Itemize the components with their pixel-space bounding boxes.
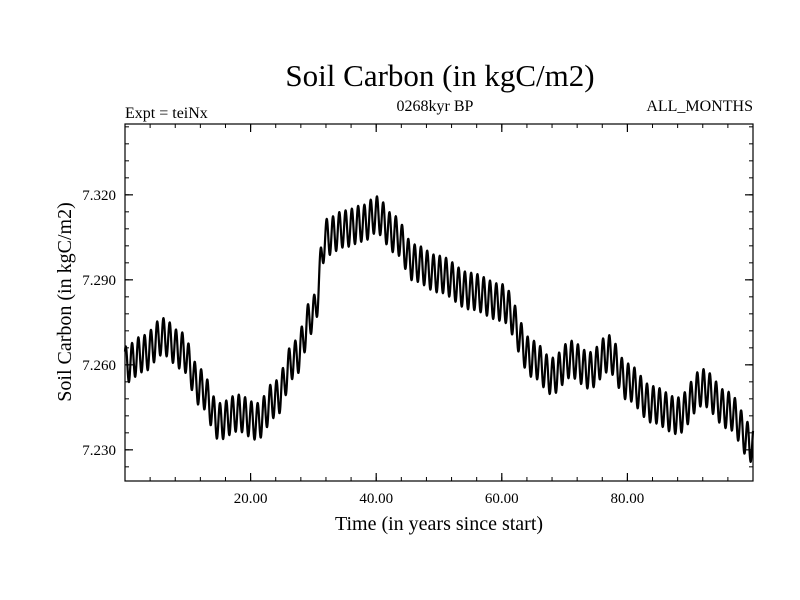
x-axis: 20.00 40.00 60.00 80.00 bbox=[124, 124, 754, 507]
y-tick-label: 7.290 bbox=[82, 273, 116, 289]
x-axis-label: Time (in years since start) bbox=[335, 513, 543, 535]
experiment-label: Expt = teiNx bbox=[125, 105, 208, 122]
x-tick-label: 60.00 bbox=[485, 491, 519, 507]
chart-title: Soil Carbon (in kgC/m2) bbox=[285, 58, 594, 93]
y-axis: 7.230 7.260 7.290 7.320 bbox=[82, 126, 753, 468]
plot-frame bbox=[124, 123, 754, 482]
months-label: ALL_MONTHS bbox=[646, 98, 753, 115]
y-tick-label: 7.320 bbox=[82, 188, 116, 204]
y-axis-label: Soil Carbon (in kgC/m2) bbox=[54, 202, 76, 401]
x-tick-label: 20.00 bbox=[234, 491, 268, 507]
x-tick-label: 80.00 bbox=[611, 491, 645, 507]
period-label: 0268kyr BP bbox=[397, 98, 474, 115]
series-line-soil-carbon bbox=[123, 195, 755, 463]
y-tick-label: 7.260 bbox=[82, 358, 116, 374]
x-tick-label: 40.00 bbox=[359, 491, 393, 507]
y-tick-label: 7.230 bbox=[82, 443, 116, 459]
